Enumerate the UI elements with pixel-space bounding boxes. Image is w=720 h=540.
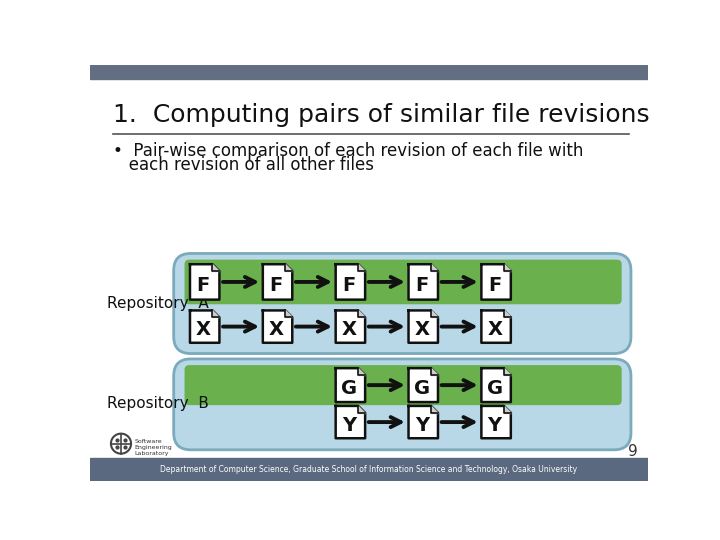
Polygon shape (190, 264, 220, 300)
Polygon shape (336, 264, 365, 300)
Polygon shape (190, 310, 220, 343)
Polygon shape (482, 406, 510, 438)
Polygon shape (285, 310, 292, 318)
Text: Software
Engineering
Laboratory: Software Engineering Laboratory (134, 439, 172, 456)
Bar (90, 457, 648, 481)
Text: 9: 9 (628, 444, 637, 459)
Polygon shape (431, 368, 438, 375)
Polygon shape (431, 310, 438, 318)
Polygon shape (358, 406, 365, 413)
Text: X: X (487, 320, 502, 339)
Polygon shape (431, 406, 438, 413)
Text: F: F (269, 276, 283, 295)
FancyBboxPatch shape (184, 365, 621, 405)
Text: X: X (269, 320, 284, 339)
Text: G: G (341, 379, 357, 398)
Text: X: X (341, 320, 356, 339)
Text: Department of Computer Science, Graduate School of Information Science and Techn: Department of Computer Science, Graduate… (161, 464, 577, 474)
Polygon shape (408, 406, 438, 438)
Polygon shape (285, 264, 292, 271)
Text: each revision of all other files: each revision of all other files (113, 156, 374, 174)
Polygon shape (263, 310, 292, 343)
FancyBboxPatch shape (184, 260, 621, 304)
Polygon shape (504, 406, 510, 413)
Polygon shape (336, 368, 365, 402)
Polygon shape (358, 310, 365, 318)
Polygon shape (482, 264, 510, 300)
Text: F: F (415, 276, 428, 295)
Text: 1.  Computing pairs of similar file revisions: 1. Computing pairs of similar file revis… (113, 103, 650, 127)
Text: G: G (487, 379, 503, 398)
Text: Y: Y (487, 416, 502, 435)
Bar (90, 65, 648, 79)
Polygon shape (336, 310, 365, 343)
Polygon shape (358, 368, 365, 375)
Polygon shape (504, 310, 510, 318)
Text: Repository  A: Repository A (107, 296, 209, 311)
Polygon shape (336, 406, 365, 438)
FancyBboxPatch shape (174, 359, 631, 450)
Polygon shape (408, 368, 438, 402)
FancyBboxPatch shape (174, 253, 631, 354)
Polygon shape (408, 264, 438, 300)
Polygon shape (263, 264, 292, 300)
Text: Y: Y (342, 416, 356, 435)
Text: Repository  B: Repository B (107, 396, 209, 411)
Polygon shape (482, 368, 510, 402)
Polygon shape (212, 310, 220, 318)
Polygon shape (431, 264, 438, 271)
Polygon shape (408, 310, 438, 343)
Polygon shape (212, 264, 220, 271)
Polygon shape (504, 264, 510, 271)
Text: X: X (196, 320, 211, 339)
Polygon shape (482, 310, 510, 343)
Text: •  Pair-wise comparison of each revision of each file with: • Pair-wise comparison of each revision … (113, 142, 584, 160)
Polygon shape (358, 264, 365, 271)
Polygon shape (504, 368, 510, 375)
Text: Y: Y (415, 416, 429, 435)
Text: F: F (197, 276, 210, 295)
Text: F: F (488, 276, 501, 295)
Text: F: F (342, 276, 356, 295)
Text: X: X (414, 320, 429, 339)
Text: G: G (414, 379, 430, 398)
